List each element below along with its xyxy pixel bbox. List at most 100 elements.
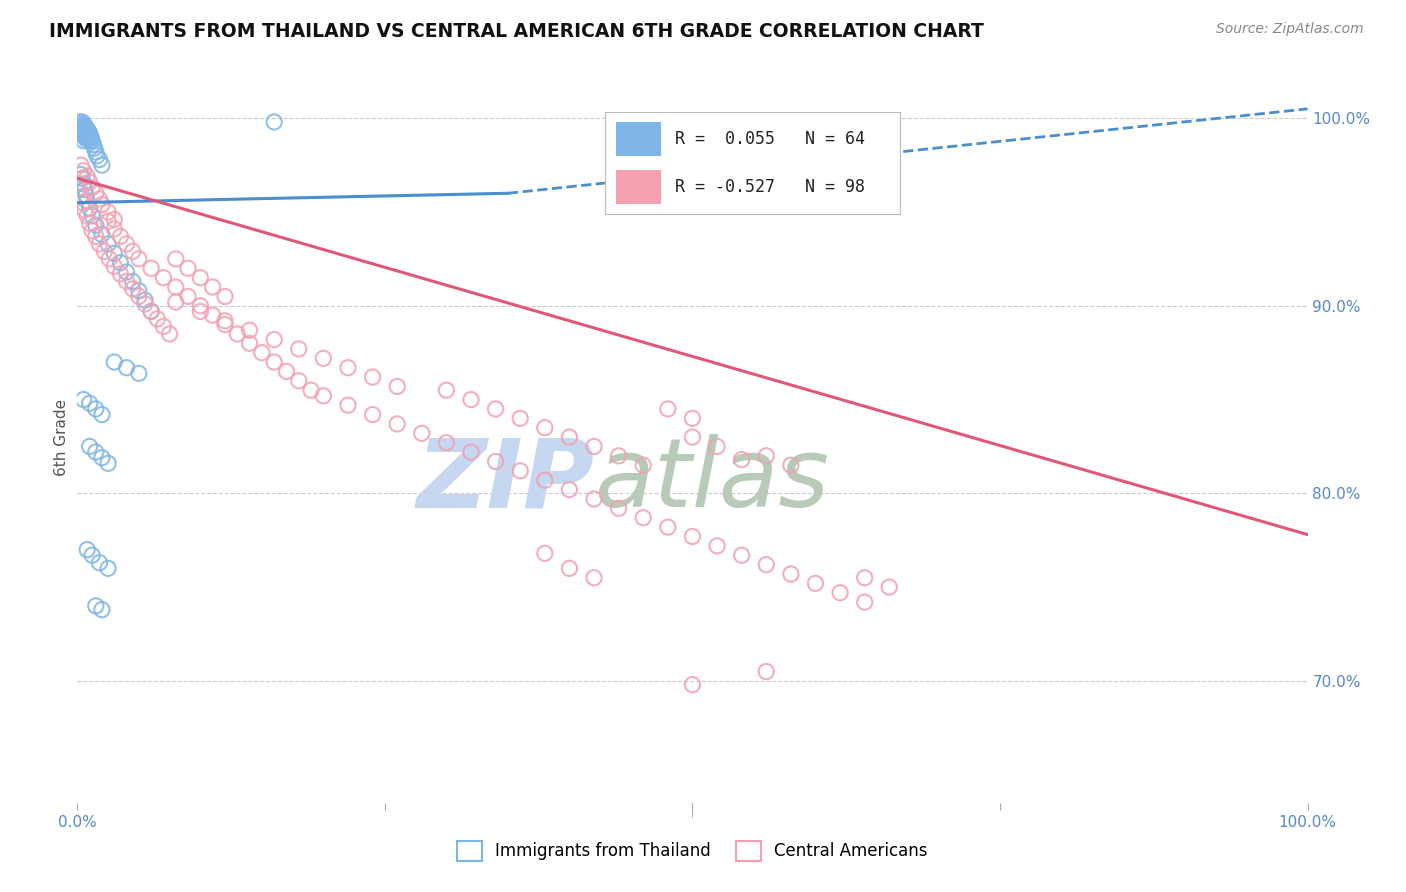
Point — [84, 401, 107, 416]
Point — [98, 252, 121, 266]
Point — [633, 510, 655, 524]
Point — [134, 297, 156, 311]
Point — [90, 450, 114, 465]
Point — [70, 120, 93, 135]
Point — [485, 401, 508, 416]
Point — [177, 289, 200, 303]
Legend: Immigrants from Thailand, Central Americans: Immigrants from Thailand, Central Americ… — [450, 834, 935, 868]
Point — [121, 244, 143, 259]
Point — [706, 440, 728, 454]
Point — [853, 571, 876, 585]
Point — [89, 153, 111, 167]
Point — [97, 205, 120, 219]
Point — [731, 548, 754, 562]
Point — [70, 126, 93, 140]
Point — [385, 417, 409, 431]
Point — [110, 267, 132, 281]
Point — [82, 548, 104, 562]
Point — [385, 379, 409, 393]
Point — [141, 304, 163, 318]
Point — [79, 396, 101, 410]
Point — [485, 454, 508, 468]
Point — [89, 192, 111, 206]
Point — [165, 252, 187, 266]
Point — [177, 261, 200, 276]
Point — [159, 326, 181, 341]
Point — [780, 566, 803, 581]
Point — [90, 158, 114, 172]
Point — [214, 289, 236, 303]
Text: atlas: atlas — [595, 434, 830, 527]
Point — [165, 280, 187, 294]
Point — [77, 124, 100, 138]
Point — [76, 542, 98, 557]
Point — [755, 558, 778, 572]
Point — [82, 134, 104, 148]
Point — [188, 299, 212, 313]
Point — [69, 115, 91, 129]
Point — [879, 580, 901, 594]
Point — [534, 473, 557, 487]
Point — [558, 483, 581, 497]
Point — [152, 319, 174, 334]
Point — [75, 126, 97, 140]
Point — [460, 392, 482, 407]
Point — [558, 561, 581, 575]
Point — [128, 252, 150, 266]
Point — [115, 265, 138, 279]
Point — [214, 318, 236, 332]
Point — [82, 209, 104, 223]
Point — [165, 295, 187, 310]
Point — [141, 304, 163, 318]
Point — [82, 224, 104, 238]
Point — [79, 126, 101, 140]
Point — [103, 212, 125, 227]
Point — [79, 134, 101, 148]
Point — [312, 389, 335, 403]
Point — [830, 586, 852, 600]
Point — [558, 430, 581, 444]
Point — [72, 177, 94, 191]
Point — [436, 435, 458, 450]
Point — [70, 171, 93, 186]
Point — [110, 255, 132, 269]
Point — [69, 190, 91, 204]
Point — [73, 124, 96, 138]
Point — [755, 449, 778, 463]
Point — [141, 261, 163, 276]
Point — [70, 195, 93, 210]
Point — [82, 137, 104, 152]
Y-axis label: 6th Grade: 6th Grade — [53, 399, 69, 475]
Point — [682, 678, 704, 692]
Point — [70, 122, 93, 136]
Point — [72, 117, 94, 131]
Point — [633, 458, 655, 473]
Text: R =  0.055   N = 64: R = 0.055 N = 64 — [675, 129, 866, 148]
Point — [79, 440, 101, 454]
Point — [76, 209, 98, 223]
Point — [103, 246, 125, 260]
Bar — [616, 170, 661, 204]
Point — [460, 445, 482, 459]
Point — [75, 132, 97, 146]
Point — [70, 168, 93, 182]
Point — [682, 411, 704, 425]
Point — [583, 571, 606, 585]
Point — [73, 119, 96, 133]
Point — [72, 163, 94, 178]
Point — [103, 355, 125, 369]
Point — [239, 336, 262, 351]
Point — [152, 270, 174, 285]
Bar — [616, 122, 661, 155]
Point — [75, 120, 97, 135]
Point — [337, 360, 360, 375]
Point — [361, 408, 384, 422]
Point — [509, 464, 531, 478]
Point — [84, 229, 107, 244]
Point — [263, 333, 285, 347]
Text: IMMIGRANTS FROM THAILAND VS CENTRAL AMERICAN 6TH GRADE CORRELATION CHART: IMMIGRANTS FROM THAILAND VS CENTRAL AMER… — [49, 22, 984, 41]
Point — [121, 282, 143, 296]
Point — [70, 158, 93, 172]
Point — [188, 270, 212, 285]
Point — [110, 229, 132, 244]
